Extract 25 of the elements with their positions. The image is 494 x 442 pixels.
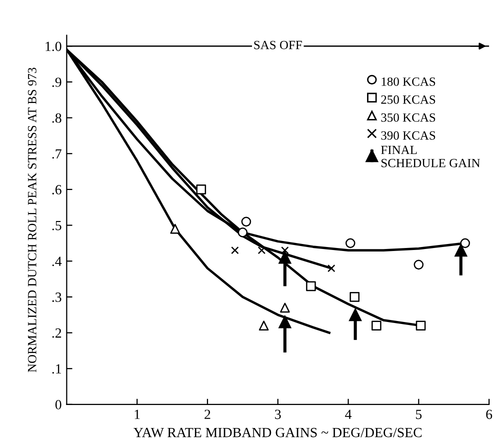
y-axis-title: NORMALIZED DUTCH ROLL PEAK STRESS AT BS 973 [28, 68, 36, 372]
legend-label: 350 KCAS [381, 113, 436, 122]
y-tick-label: 0 [55, 400, 62, 410]
y-tick-label: .4 [52, 256, 62, 266]
y-tick-label: .8 [52, 113, 62, 123]
legend-label: 180 KCAS [382, 77, 436, 86]
x-tick-label: 2 [204, 410, 210, 419]
y-tick-label: .5 [52, 220, 62, 230]
x-tick-label: 5 [416, 410, 422, 420]
y-tick-label: .6 [52, 185, 62, 194]
x-tick-label: 3 [275, 410, 281, 420]
y-tick-label: .3 [52, 292, 62, 302]
legend-label: 390 KCAS [381, 131, 436, 140]
y-tick-label: 1.0 [46, 42, 62, 52]
x-tick-label: 1 [134, 410, 140, 419]
y-tick-label: .9 [52, 78, 62, 87]
legend-label: FINAL SCHEDULE GAIN [381, 146, 480, 168]
x-axis-title: YAW RATE MIDBAND GAINS ~ DEG/DEG/SEC [134, 428, 422, 438]
y-tick-label: .1 [52, 364, 61, 374]
x-tick-label: 6 [486, 410, 492, 420]
y-tick-label: .2 [52, 328, 62, 338]
legend-label: 250 KCAS [381, 95, 436, 104]
y-tick-label: .7 [52, 149, 62, 159]
ref-line-label: SAS OFF [254, 40, 302, 50]
x-tick-label: 4 [345, 410, 352, 419]
